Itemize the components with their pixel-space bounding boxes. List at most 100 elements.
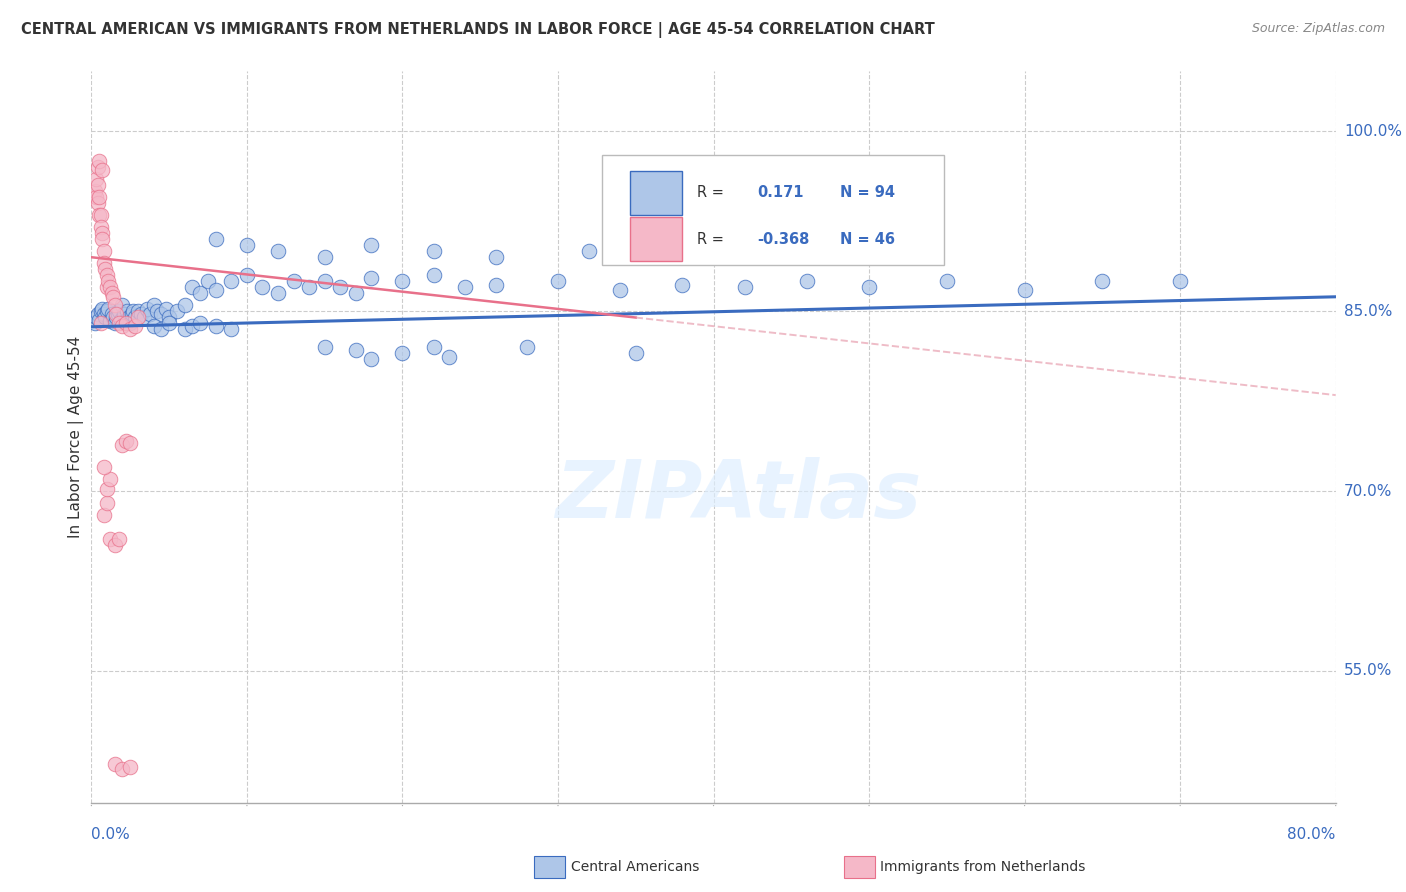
Point: [98, 472, 121, 486]
Point: [267, 244, 290, 259]
Point: [104, 538, 127, 552]
Point: [283, 274, 305, 288]
FancyBboxPatch shape: [602, 155, 943, 265]
Point: [111, 298, 134, 312]
Point: [101, 310, 124, 325]
Point: [314, 250, 336, 264]
Point: [89, 208, 111, 222]
Point: [197, 274, 219, 288]
Bar: [630, 171, 682, 215]
Text: 85.0%: 85.0%: [1344, 303, 1392, 318]
Point: [115, 304, 138, 318]
Point: [94, 262, 117, 277]
Point: [104, 298, 127, 312]
Point: [118, 310, 141, 325]
Point: [108, 532, 131, 546]
Point: [83, 316, 105, 330]
Point: [97, 301, 120, 316]
Point: [111, 438, 134, 452]
Point: [114, 316, 136, 330]
Point: [134, 310, 156, 325]
Point: [181, 318, 204, 333]
Text: N = 46: N = 46: [841, 232, 896, 246]
Point: [236, 238, 259, 252]
Text: 70.0%: 70.0%: [1344, 483, 1392, 499]
Point: [252, 280, 274, 294]
Text: 80.0%: 80.0%: [1288, 827, 1336, 841]
Text: ZIPAtlas: ZIPAtlas: [555, 457, 921, 534]
Point: [453, 280, 475, 294]
Text: 0.0%: 0.0%: [91, 827, 131, 841]
Point: [84, 190, 107, 204]
Point: [124, 318, 146, 333]
Point: [157, 310, 180, 325]
Point: [120, 322, 142, 336]
Point: [110, 312, 132, 326]
Point: [734, 280, 756, 294]
Point: [422, 268, 444, 283]
Point: [108, 316, 131, 330]
Point: [91, 301, 114, 316]
Point: [105, 307, 128, 321]
Point: [120, 436, 142, 450]
Point: [796, 274, 818, 288]
Point: [624, 346, 647, 360]
Point: [360, 238, 382, 252]
Point: [188, 316, 211, 330]
Point: [89, 190, 111, 204]
Point: [344, 286, 367, 301]
Point: [84, 310, 107, 325]
Point: [86, 161, 108, 175]
Point: [188, 286, 211, 301]
Point: [91, 162, 114, 177]
Point: [93, 307, 115, 321]
Point: [108, 304, 131, 318]
Point: [329, 280, 352, 294]
Point: [124, 310, 146, 325]
Point: [122, 304, 145, 318]
Point: [485, 277, 508, 292]
Point: [93, 508, 115, 522]
Point: [104, 757, 127, 772]
Point: [84, 172, 107, 186]
Point: [485, 250, 508, 264]
Point: [112, 307, 135, 321]
Text: N = 94: N = 94: [841, 186, 896, 201]
Point: [205, 283, 228, 297]
Point: [90, 316, 112, 330]
Point: [120, 316, 142, 330]
Point: [671, 250, 693, 264]
Point: [111, 762, 134, 776]
Point: [150, 322, 173, 336]
Point: [104, 316, 127, 330]
Point: [391, 346, 413, 360]
Point: [129, 307, 152, 321]
Bar: [630, 217, 682, 261]
Point: [89, 312, 111, 326]
Point: [97, 274, 120, 288]
Point: [858, 280, 880, 294]
Point: [935, 274, 957, 288]
Point: [86, 196, 108, 211]
Point: [98, 314, 121, 328]
Text: -0.368: -0.368: [756, 232, 810, 246]
Point: [96, 268, 118, 283]
Point: [221, 274, 243, 288]
Point: [360, 270, 382, 285]
Point: [1168, 274, 1191, 288]
Point: [298, 280, 321, 294]
Point: [236, 268, 259, 283]
Point: [96, 482, 118, 496]
Point: [139, 307, 162, 321]
Point: [96, 496, 118, 510]
Point: [205, 232, 228, 246]
Text: R =: R =: [697, 232, 728, 246]
Point: [96, 280, 118, 294]
Point: [181, 280, 204, 294]
Point: [422, 340, 444, 354]
Point: [83, 184, 105, 198]
Point: [98, 280, 121, 294]
Point: [105, 310, 128, 325]
Point: [100, 307, 122, 321]
Point: [142, 298, 165, 312]
